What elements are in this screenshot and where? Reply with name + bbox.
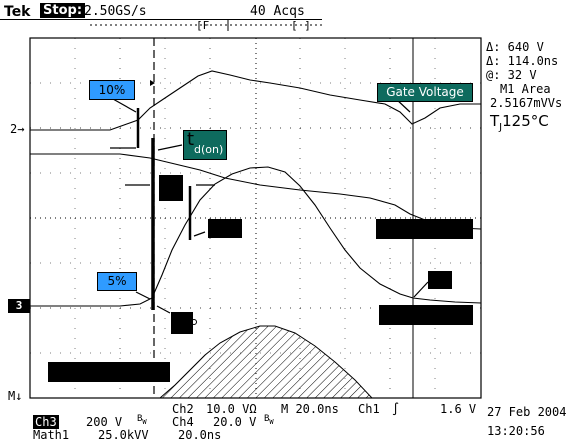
ch2-ground-marker[interactable]: 2→	[10, 122, 25, 136]
annotation-arrow-cross	[413, 281, 429, 298]
td-on-main: t	[187, 129, 195, 150]
ch4-bandwidth-icon: BW	[264, 414, 274, 426]
trigger-slope-icon: ∫	[392, 402, 400, 416]
annotation-block-1	[159, 175, 183, 201]
acquisition-count: 40 Acqs	[250, 4, 305, 19]
tj-value: 125°C	[502, 112, 549, 130]
math1-scale: 25.0kVV	[98, 428, 149, 442]
current-trace	[30, 166, 482, 307]
ch3-marker-label: 3	[15, 299, 23, 312]
annotation-block-2	[208, 219, 242, 238]
annotation-block-7	[48, 362, 170, 382]
svg-text:[F: [F	[196, 19, 209, 32]
annotation-arrow-10pct	[112, 98, 137, 113]
ch4-label: Ch4	[172, 415, 194, 429]
junction-temperature: TJ125°C	[490, 112, 549, 133]
math1-timebase: 20.0ns	[178, 428, 222, 442]
trigger-source: Ch1	[358, 402, 380, 416]
math-ground-marker[interactable]: M↓	[8, 389, 23, 403]
cursor-at-value: @: 32 V	[486, 68, 537, 82]
ch3-bandwidth-icon: BW	[137, 414, 147, 426]
ch3-scale: 200 V	[86, 415, 123, 429]
ch4-scale: 20.0 V	[213, 415, 257, 429]
annotation-block-3	[376, 219, 473, 239]
capture-time: 13:20:56	[487, 424, 545, 438]
ch2-scale: 10.0 VΩ	[206, 402, 257, 416]
sample-rate: 2.50GS/s	[84, 4, 147, 19]
brand-label: Tek	[4, 4, 31, 20]
ch3-ground-marker[interactable]: 3	[8, 299, 30, 313]
trigger-level: 1.6 V	[440, 402, 477, 416]
header-divider	[0, 19, 322, 20]
annotation-arrow-5pct-low	[156, 305, 171, 314]
small-arrowhead	[150, 80, 155, 86]
tj-letter: T	[490, 112, 500, 130]
timebase: M 20.0ns	[281, 402, 339, 416]
annotation-block-6	[171, 312, 193, 334]
gate-voltage-trace	[30, 70, 481, 131]
capture-date: 27 Feb 2004	[487, 405, 567, 419]
annotation-block-4	[428, 271, 452, 289]
tj-subscript: J	[499, 122, 503, 133]
five-percent-label: 5%	[97, 272, 137, 291]
m1-area-label: M1 Area	[500, 82, 551, 96]
math-energy-area	[158, 325, 374, 399]
acquisition-state-badge[interactable]: Stop:	[40, 3, 86, 18]
math1-label: Math1	[33, 428, 70, 442]
annotation-block-5	[379, 305, 473, 325]
td-on-label: t d(on)	[183, 129, 227, 160]
ch2-label: Ch2	[172, 402, 194, 416]
annotation-arrow-5pct	[135, 291, 151, 300]
gate-voltage-label: Gate Voltage	[377, 83, 473, 102]
ten-percent-label: 10%	[89, 80, 135, 100]
svg-text:[ ]: [ ]	[291, 19, 311, 32]
annotation-arrow-rise	[193, 231, 206, 237]
annotation-arrow-tdon	[157, 144, 183, 151]
td-on-sub: d(on)	[194, 143, 224, 156]
m1-area-value: 2.5167mVVs	[490, 96, 563, 110]
cursor-delta-time: Δ: 114.0ns	[486, 54, 559, 68]
record-position-indicator[interactable]: [F [ ]	[90, 16, 330, 34]
cursor-delta-voltage: Δ: 640 V	[486, 40, 544, 54]
ch3-label[interactable]: Ch3	[33, 415, 59, 429]
